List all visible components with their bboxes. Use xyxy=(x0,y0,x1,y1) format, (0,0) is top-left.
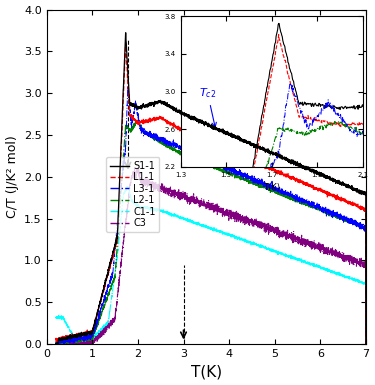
Y-axis label: C/T (J/K² mol): C/T (J/K² mol) xyxy=(6,136,18,218)
Legend: S1-1, L1-1, L3-1, L2-1, C1-1, C3: S1-1, L1-1, L3-1, L2-1, C1-1, C3 xyxy=(106,157,159,232)
X-axis label: T(K): T(K) xyxy=(191,365,222,380)
